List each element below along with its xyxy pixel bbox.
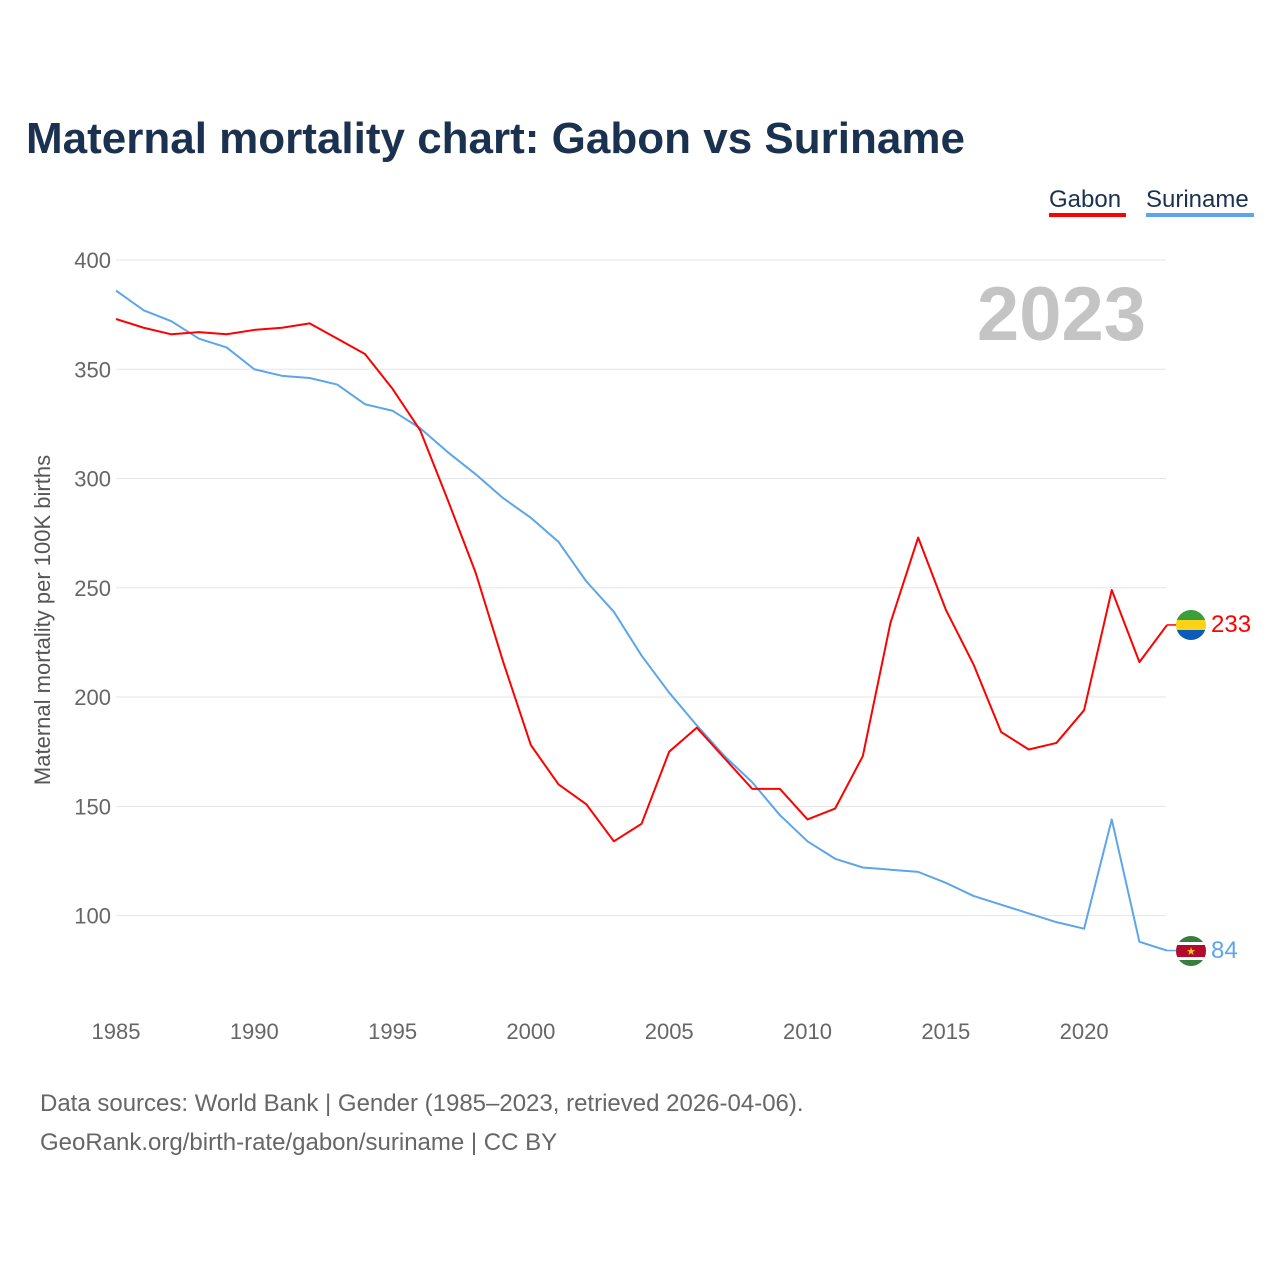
y-tick-label: 250 [74,576,111,601]
suriname-end-label: 84 [1211,937,1238,964]
x-tick-label: 1995 [368,1019,417,1044]
x-tick-label: 2015 [921,1019,970,1044]
svg-text:★: ★ [1186,946,1196,958]
y-tick-label: 100 [74,904,111,929]
y-tick-label: 200 [74,685,111,710]
x-tick-label: 2000 [506,1019,555,1044]
gabon-flag-icon [1176,610,1206,640]
credit-link[interactable]: GeoRank.org/birth-rate/gabon/suriname | … [40,1129,557,1156]
legend-swatch-suriname [1146,213,1254,217]
chart-title: Maternal mortality chart: Gabon vs Surin… [26,114,965,163]
data-source: Data sources: World Bank | Gender (1985–… [40,1090,804,1117]
y-tick-label: 300 [74,467,111,492]
legend-item-gabon[interactable]: Gabon [1049,186,1121,213]
x-tick-label: 2010 [783,1019,832,1044]
y-axis-label: Maternal mortality per 100K births [30,455,55,785]
y-tick-label: 350 [74,357,111,382]
x-tick-label: 2005 [645,1019,694,1044]
y-tick-label: 400 [74,248,111,273]
legend-swatch-gabon [1049,213,1126,217]
gabon-end-label: 233 [1211,611,1251,638]
series-line-suriname [115,289,1168,952]
series-line-gabon [115,318,1168,843]
suriname-flag-icon: ★ [1176,936,1206,966]
x-tick-label: 1990 [230,1019,279,1044]
x-tick-label: 1985 [92,1019,141,1044]
legend-item-suriname[interactable]: Suriname [1146,186,1249,213]
x-tick-label: 2020 [1060,1019,1109,1044]
legend: Gabon Suriname [1049,186,1254,217]
y-tick-label: 150 [74,794,111,819]
year-label: 2023 [977,272,1146,357]
